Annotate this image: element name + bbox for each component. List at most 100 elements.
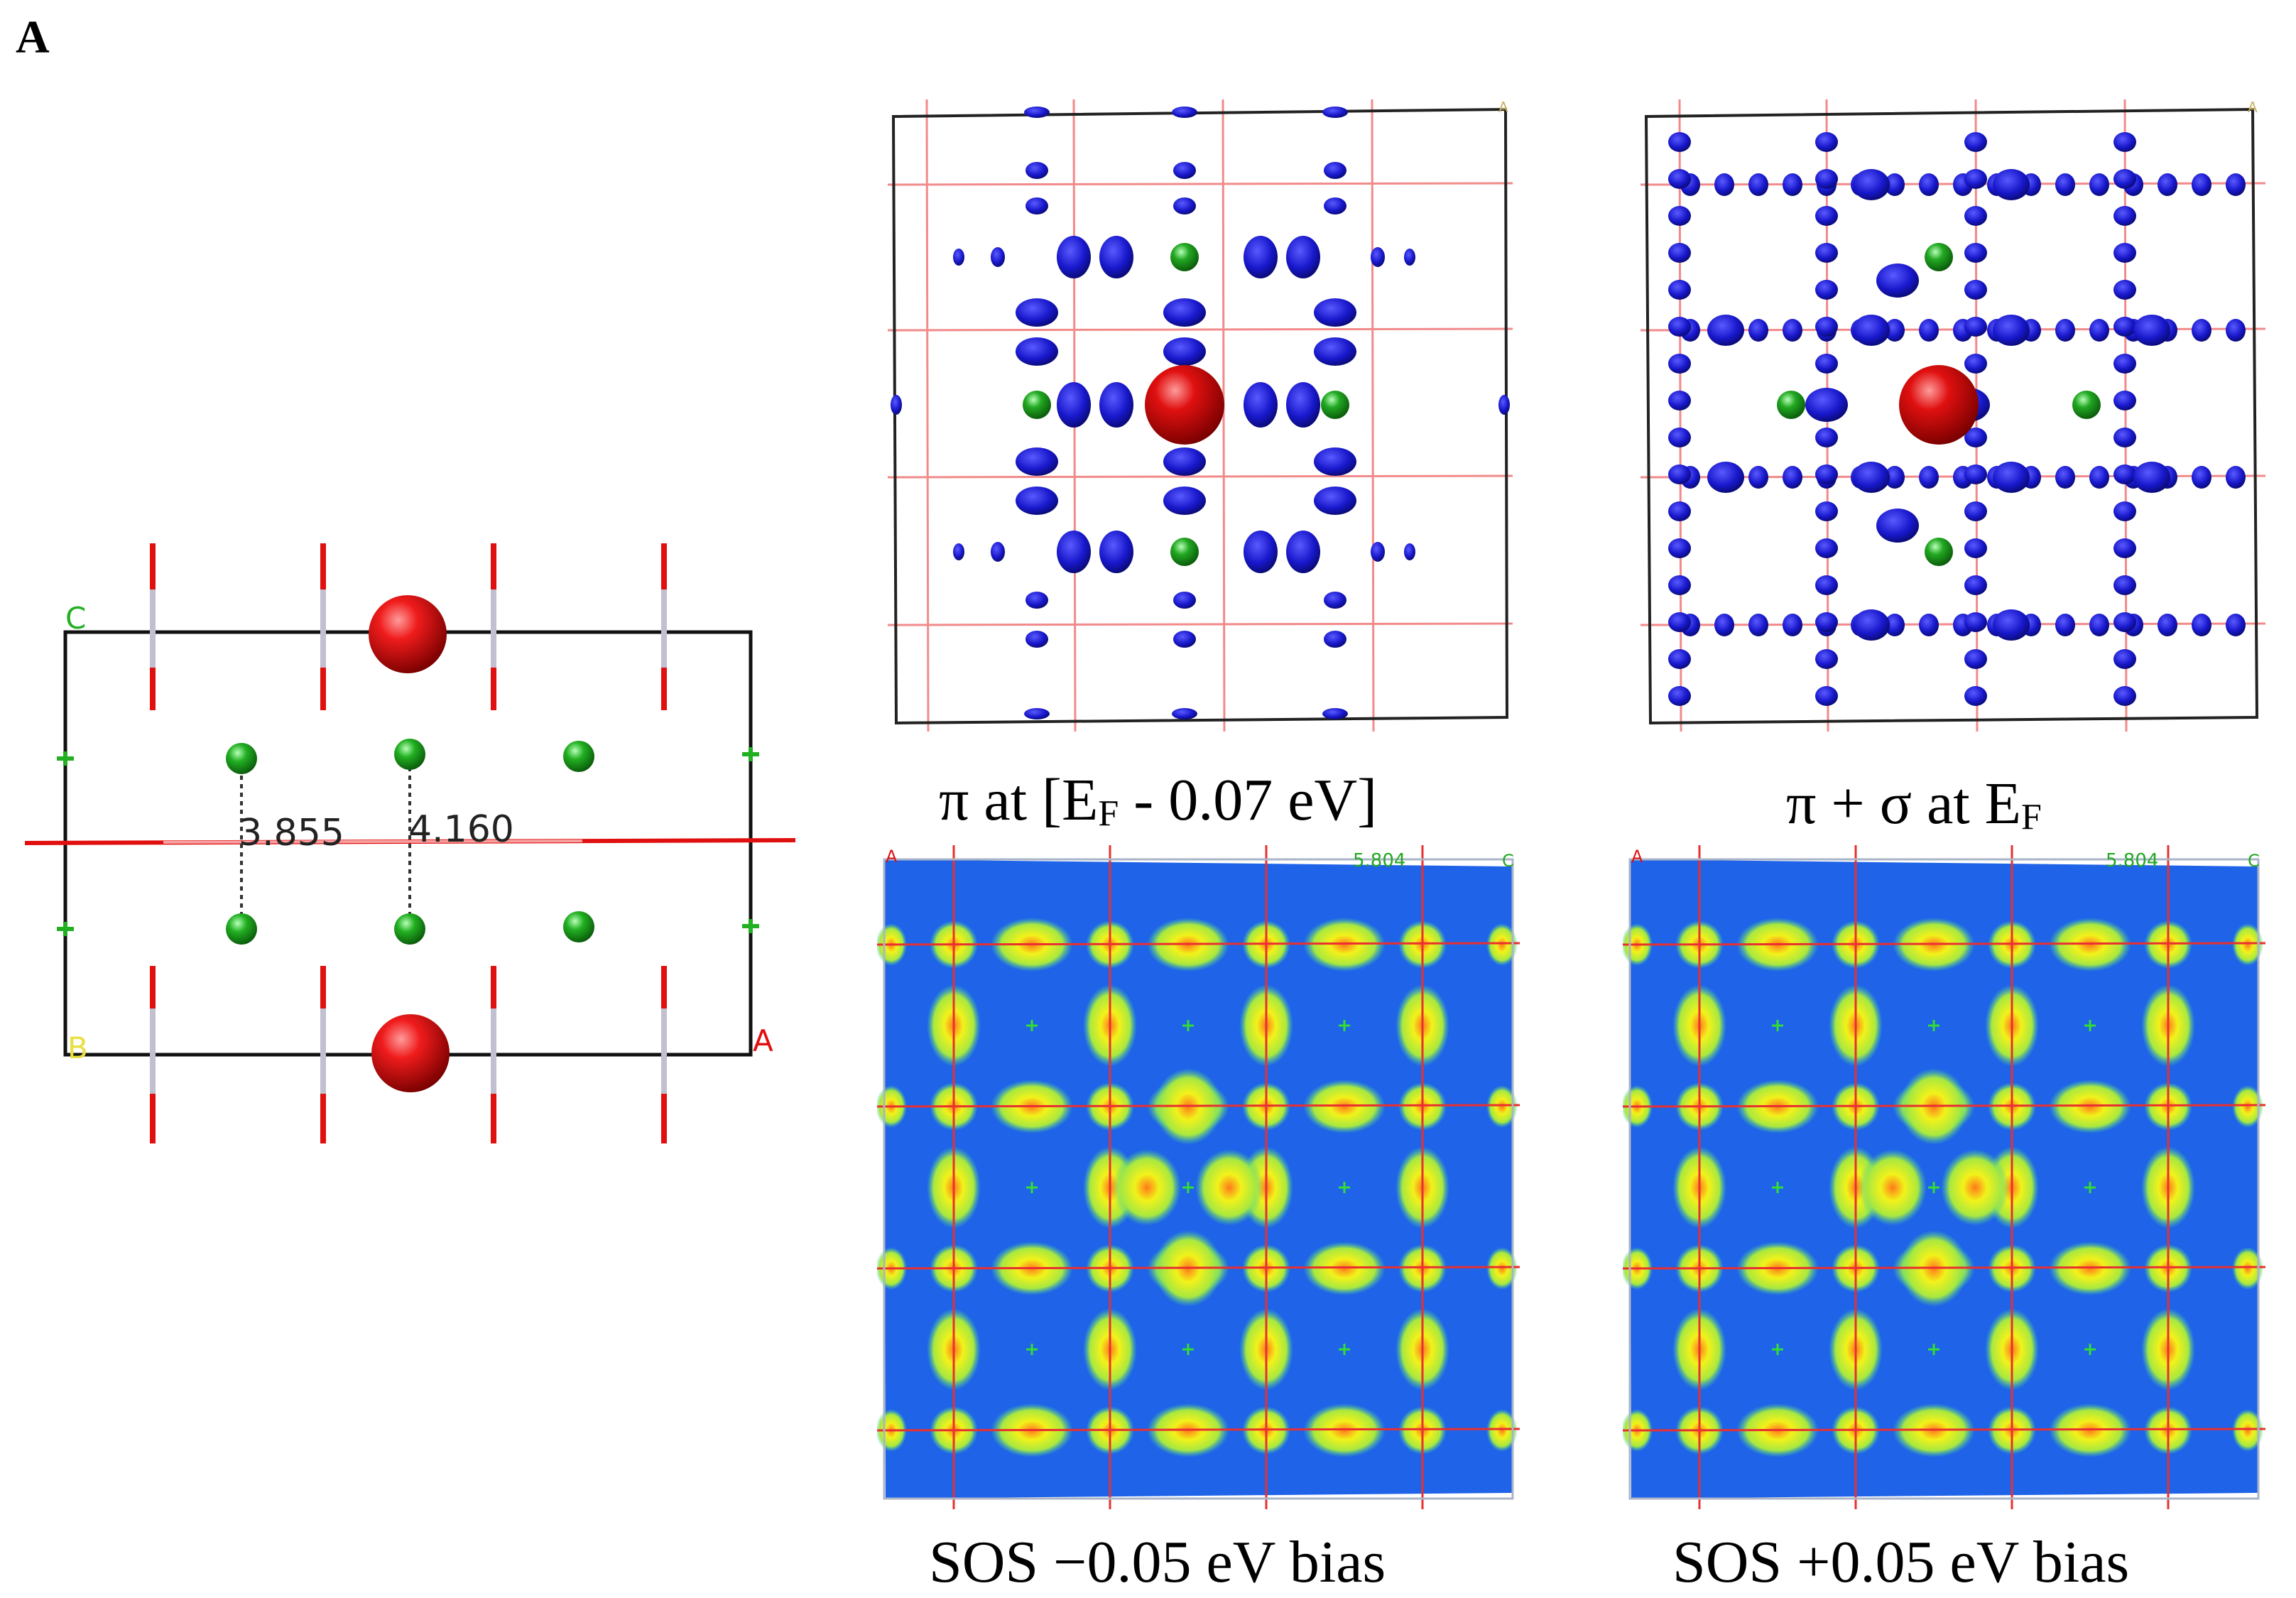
sos-grid-line: [877, 1428, 1520, 1432]
orbital-lobe: [1964, 206, 1987, 226]
small-atom: [1925, 243, 1953, 271]
orbital-lobe: [2113, 169, 2136, 189]
orbital-lobe: [2192, 319, 2211, 342]
grid-line-vertical: [1678, 99, 1682, 732]
orbital-lobe: [2113, 464, 2136, 484]
orbital-lobe: [1099, 382, 1133, 428]
orbital-lobe: [1668, 243, 1691, 263]
orbital-lobe: [1964, 501, 1987, 521]
orbital-lobe: [1163, 447, 1206, 476]
orbital-lobe: [2055, 466, 2075, 489]
orbital-lobe: [1324, 631, 1346, 648]
small-atom: [1170, 538, 1199, 566]
orbital-lobe: [1244, 236, 1278, 278]
sos-map: [877, 845, 1520, 1509]
orbital-lobe: [2113, 317, 2136, 337]
orbital-lobe: [2055, 319, 2075, 342]
orbital-lobe: [1025, 631, 1048, 648]
orbital-lobe: [1815, 169, 1838, 189]
scale-value: 5.804: [2106, 850, 2158, 871]
orbital-lobe: [1815, 243, 1838, 263]
orbital-lobes: [1668, 132, 2246, 706]
orbital-lobe: [1163, 337, 1206, 366]
grid-line-vertical: [2123, 99, 2128, 732]
orbital-lobe: [1815, 501, 1838, 521]
orbital-lobe: [1853, 169, 1890, 200]
orbital-lobe: [1853, 315, 1890, 346]
orbital-lobe: [2192, 466, 2211, 489]
orbital-lobe: [1314, 337, 1356, 366]
caption-main: π at [E: [939, 767, 1099, 833]
sos-hotspot: [2232, 1409, 2263, 1452]
orbital-lobe: [1668, 280, 1691, 300]
orbital-lobe: [1714, 614, 1734, 636]
atoms: [1777, 243, 2101, 566]
orbital-lobe: [2113, 354, 2136, 374]
orbital-lobe: [2133, 315, 2170, 346]
orbital-lobe: [1748, 173, 1768, 196]
orbital-lobe: [1498, 395, 1510, 415]
bond-sticks-bottom: [150, 966, 667, 1143]
grid-line-vertical: [1371, 99, 1375, 732]
orbital-lobe: [1314, 487, 1356, 515]
distance-label-1: 3.855: [239, 812, 344, 854]
orbital-lobe: [1324, 592, 1346, 609]
orbital-lobe: [1668, 428, 1691, 447]
corner-label-a: A: [886, 847, 898, 866]
orbital-lobe: [1748, 466, 1768, 489]
orbital-lobe: [1748, 614, 1768, 636]
caption-main: π + σ at E: [1786, 771, 2021, 837]
sos-border: [883, 858, 1514, 1500]
sos-hotspot: [1195, 1149, 1263, 1226]
orbital-lobe: [1016, 337, 1058, 366]
orbital-lobe: [1964, 612, 1987, 632]
orbital-lobe: [1885, 173, 1905, 196]
sos-hotspot: [2232, 1085, 2263, 1128]
red-atom-bottom: [371, 1014, 450, 1092]
small-atom: [1321, 391, 1349, 419]
orbital-lobe: [2158, 173, 2177, 196]
small-atom: [1777, 391, 1805, 419]
orbital-lobe: [1244, 531, 1278, 573]
orbital-lobe: [1057, 236, 1091, 278]
orbital-lobe: [2113, 132, 2136, 152]
atoms: [1023, 243, 1349, 566]
orbital-lobe: [1025, 162, 1048, 179]
caption-pi-panel: π at [EF - 0.07 eV]: [939, 771, 1377, 832]
orbital-lobe: [1024, 708, 1050, 719]
orbital-lobe: [1815, 538, 1838, 558]
orbital-lobe: [1057, 531, 1091, 573]
orbital-lobe: [1707, 315, 1744, 346]
small-atom: [1925, 538, 1953, 566]
orbital-lobe: [1815, 132, 1838, 152]
orbital-lobe: [2089, 173, 2109, 196]
orbital-lobe: [1876, 509, 1919, 543]
cell-outline: [891, 107, 1509, 725]
grid-line-horizontal: [888, 622, 1513, 626]
orbital-lobe: [1314, 447, 1356, 476]
sos-hotspot: [1859, 1149, 1927, 1226]
orbital-lobe: [1025, 592, 1048, 609]
orbital-lobe: [2158, 614, 2177, 636]
orbital-lobe: [1815, 649, 1838, 669]
orbital-lobe: [1286, 236, 1320, 278]
orbital-lobe: [1286, 382, 1320, 428]
orbital-lobe: [1099, 236, 1133, 278]
sos-hotspot: [1113, 1149, 1181, 1226]
isosurface-panel-pi: A: [888, 99, 1513, 732]
orbital-lobe: [1322, 107, 1348, 118]
orbital-lobe: [1024, 107, 1050, 118]
structure-side-view: 3.855 4.160 C B A: [24, 543, 796, 1143]
orbital-lobe: [2113, 649, 2136, 669]
orbital-lobe: [1964, 132, 1987, 152]
sos-grid-line: [877, 1104, 1520, 1108]
orbital-lobe: [1173, 197, 1196, 214]
orbital-lobe: [1964, 575, 1987, 595]
sos-panel-positive-bias: A 5.804 C: [1623, 845, 2265, 1509]
orbital-lobe: [1919, 614, 1939, 636]
orbital-lobe: [2089, 614, 2109, 636]
orbital-lobe: [1964, 243, 1987, 263]
orbital-lobe: [953, 543, 964, 560]
orbital-lobe: [1371, 542, 1385, 562]
